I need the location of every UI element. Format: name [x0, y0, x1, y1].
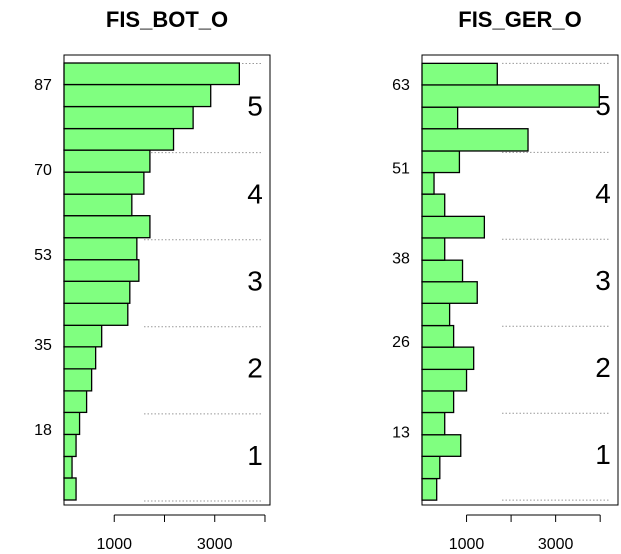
zone-label: 1 [247, 440, 263, 471]
bar [421, 62, 498, 86]
bar [421, 281, 478, 304]
bar [421, 302, 451, 327]
bar [421, 455, 441, 480]
bar [63, 346, 97, 370]
y-tick-label: 38 [392, 251, 410, 268]
x-tick-label: 3000 [197, 536, 233, 553]
bar [421, 259, 464, 283]
y-tick-label: 18 [34, 422, 52, 439]
bar [421, 150, 461, 174]
bar [63, 368, 93, 392]
bar [421, 324, 455, 348]
bar [421, 411, 446, 436]
plot-frame [63, 54, 271, 506]
bar [63, 477, 77, 501]
x-tick-label: 1000 [96, 536, 132, 553]
zone-label: 4 [595, 178, 611, 209]
bar [421, 368, 468, 392]
zone-label: 2 [247, 353, 263, 384]
y-tick-label: 70 [34, 162, 52, 179]
plot-frame [421, 54, 619, 506]
y-tick-label: 63 [392, 77, 410, 94]
bar [63, 193, 133, 217]
bar [421, 106, 459, 130]
zone-label: 4 [247, 179, 263, 210]
bar [63, 62, 241, 86]
bar [421, 434, 462, 457]
x-tick-label: 3000 [538, 536, 574, 553]
bar [421, 215, 486, 239]
bar [421, 128, 529, 152]
bar [63, 127, 175, 151]
y-tick-label: 26 [392, 334, 410, 351]
zone-label: 2 [595, 352, 611, 383]
bar [421, 390, 455, 414]
bar [63, 149, 151, 173]
bar [63, 302, 129, 326]
bar [421, 193, 446, 218]
bar [421, 171, 435, 195]
bar [63, 237, 138, 261]
y-tick-label: 35 [34, 337, 52, 354]
y-tick-label: 53 [34, 247, 52, 264]
zone-label: 5 [247, 90, 263, 121]
bar [63, 280, 131, 304]
zone-label: 1 [595, 439, 611, 470]
bar [421, 477, 438, 501]
zone-label: 3 [247, 266, 263, 297]
bar [63, 259, 140, 282]
bar [63, 215, 151, 239]
zone-label: 3 [595, 265, 611, 296]
chart-title: FIS_BOT_O [106, 7, 228, 32]
bar [63, 433, 77, 458]
y-tick-label: 13 [392, 425, 410, 442]
bar [421, 346, 475, 371]
x-tick-label: 1000 [449, 536, 485, 553]
bar [63, 105, 194, 130]
bar [63, 83, 212, 108]
bar [63, 171, 145, 195]
y-tick-label: 87 [34, 77, 52, 94]
bar [63, 390, 88, 414]
bar [421, 84, 600, 108]
chart-title: FIS_GER_O [458, 7, 581, 32]
y-tick-label: 51 [392, 160, 410, 177]
bar [63, 324, 103, 348]
bar [63, 455, 73, 479]
bar [63, 411, 81, 436]
bar [421, 237, 446, 261]
